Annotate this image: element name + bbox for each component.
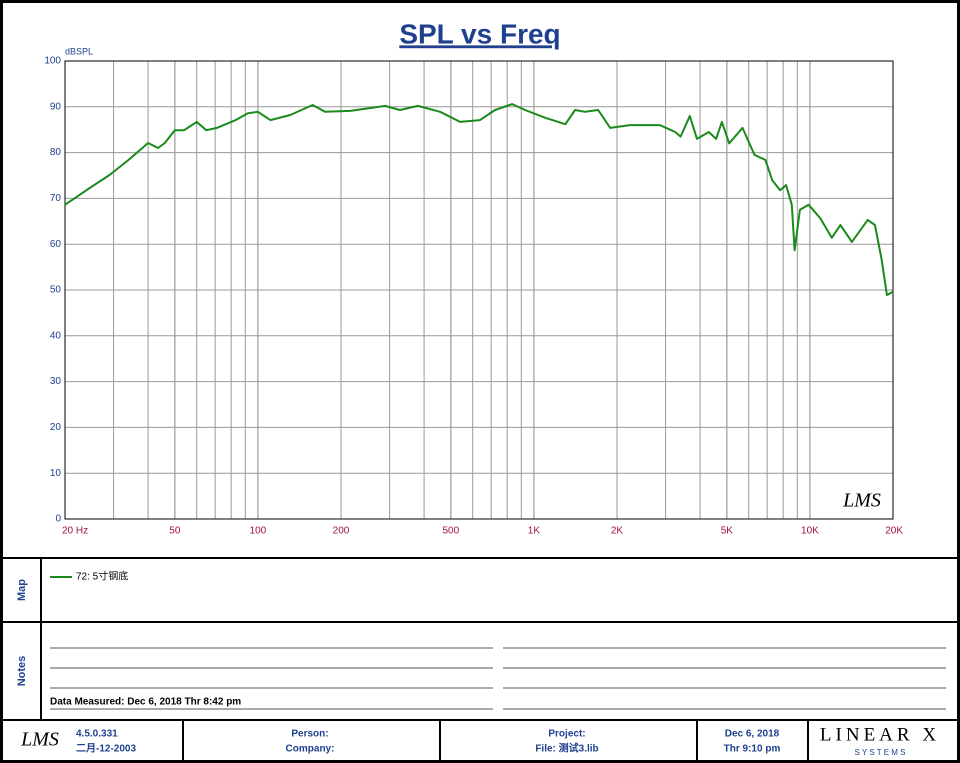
legend-entry: 72: 5寸钢底 xyxy=(76,570,128,583)
x-tick-label: 50 xyxy=(169,526,181,537)
lms-watermark: LMS xyxy=(842,490,881,512)
date: Dec 6, 2018 xyxy=(725,729,780,740)
data-measured: Data Measured: Dec 6, 2018 Thr 8:42 pm xyxy=(50,697,241,708)
x-tick-label: 2K xyxy=(611,526,624,537)
footer-logo: LMS xyxy=(20,729,59,751)
x-tick-label: 1K xyxy=(528,526,541,537)
person: Person: xyxy=(291,729,328,740)
y-tick-label: 30 xyxy=(50,376,62,387)
series-line xyxy=(64,103,894,296)
y-tick-label: 40 xyxy=(50,330,62,341)
company: Company: xyxy=(286,744,335,755)
x-tick-label: 100 xyxy=(250,526,267,537)
y-tick-label: 60 xyxy=(50,239,62,250)
version: 4.5.0.331 xyxy=(76,729,118,740)
y-tick-label: 0 xyxy=(55,514,61,525)
plot-frame xyxy=(64,60,894,520)
x-tick-label: 200 xyxy=(333,526,350,537)
map-label: Map xyxy=(16,579,28,601)
project: Project: xyxy=(548,729,585,740)
x-tick-label: 500 xyxy=(442,526,459,537)
y-tick-label: 70 xyxy=(50,193,62,204)
x-tick-label: 5K xyxy=(721,526,734,537)
version-date: 二月-12-2003 xyxy=(76,743,136,755)
y-tick-label: 50 xyxy=(50,285,62,296)
time: Thr 9:10 pm xyxy=(724,744,781,755)
y-tick-label: 90 xyxy=(50,101,62,112)
y-tick-label: 20 xyxy=(50,422,62,433)
y-tick-label: 80 xyxy=(50,147,62,158)
y-axis-label: dBSPL xyxy=(65,46,93,56)
x-tick-label: 20 Hz xyxy=(62,526,88,537)
y-tick-label: 10 xyxy=(50,468,62,479)
x-tick-label: 10K xyxy=(801,526,819,537)
footer-dividers xyxy=(182,720,809,763)
y-tick-label: 100 xyxy=(44,56,61,67)
x-tick-label: 20K xyxy=(885,526,903,537)
file: File: 测试3.lib xyxy=(535,742,598,755)
chart-title: SPL vs Freq xyxy=(399,18,560,49)
notes-label: Notes xyxy=(16,656,28,687)
brand-sub: S Y S T E M S xyxy=(855,748,906,757)
brand: LINEAR X xyxy=(820,724,940,745)
note-lines xyxy=(50,647,946,710)
